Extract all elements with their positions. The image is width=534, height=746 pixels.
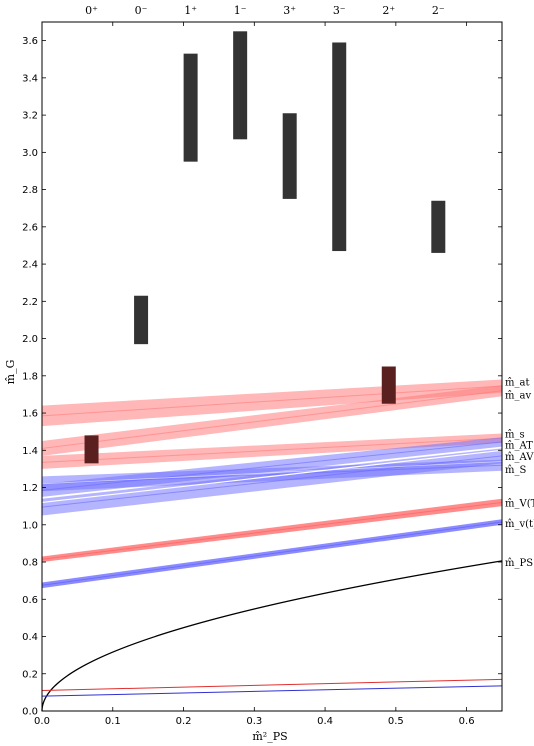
band-center-2 <box>41 437 503 463</box>
y-tick-label-8: 1.6 <box>22 409 38 420</box>
glueball-box-6 <box>381 366 396 404</box>
channel-label-4: 3⁺ <box>283 4 296 17</box>
y-tick-label-15: 3.0 <box>22 148 38 159</box>
y-tick-label-4: 0.8 <box>22 558 38 569</box>
series-label-3: m̂_AT <box>505 441 533 452</box>
lines-layer <box>41 560 503 712</box>
series-label-6: m̂_V(T <box>505 498 534 509</box>
channel-label-3: 1⁻ <box>234 4 247 17</box>
series-label-4: m̂_AV <box>505 452 534 463</box>
series-label-7: m̂_v(t) <box>505 519 534 530</box>
y-tick-label-12: 2.4 <box>22 260 38 271</box>
x-tick-label-2: 0.2 <box>176 716 192 727</box>
y-tick-label-17: 3.4 <box>22 73 38 84</box>
band-center-5 <box>41 464 503 485</box>
glueball-box-0 <box>84 435 99 464</box>
channel-label-6: 2⁺ <box>382 4 395 17</box>
x-tick-label-6: 0.6 <box>459 716 475 727</box>
x-axis-label: m̂²_PS <box>252 730 287 743</box>
channel-label-7: 2⁻ <box>432 4 445 17</box>
band-5 <box>42 459 502 492</box>
line-1 <box>41 678 503 692</box>
band-divider-av <box>41 449 503 504</box>
y-tick-label-0: 0.0 <box>22 707 38 718</box>
y-tick-label-7: 1.4 <box>22 446 38 457</box>
glueball-box-4 <box>282 113 297 199</box>
series-label-8: m̂_PS <box>505 558 533 569</box>
series-label-1: m̂_av <box>505 390 531 401</box>
glueball-box-5 <box>332 42 347 252</box>
band-center-6 <box>41 501 503 560</box>
glueball-box-1 <box>134 295 149 345</box>
top-channel-labels: 0⁺ 0⁻ 1⁺ 1⁻ 3⁺ 3⁻ 2⁺ 2⁻ <box>85 4 445 17</box>
axes-layer: 0.0 0.1 0.2 0.3 0.4 0.5 0.6 0.0 0.2 0.4 0.6 0.8 1.0 1… <box>22 21 503 727</box>
glueball-boxes-layer <box>84 31 446 464</box>
plot-frame <box>41 21 503 712</box>
band-center-7 <box>41 521 503 586</box>
series-label-0: m̂_at <box>505 377 529 388</box>
glueball-box-7 <box>431 200 446 253</box>
y-tick-label-2: 0.4 <box>22 632 38 643</box>
y-tick-label-11: 2.2 <box>22 297 38 308</box>
band-divider-s <box>41 461 503 485</box>
y-tick-label-9: 1.8 <box>22 371 38 382</box>
y-tick-label-10: 2.0 <box>22 334 38 345</box>
y-tick-label-18: 3.6 <box>22 36 38 47</box>
y-tick-label-16: 3.2 <box>22 111 38 122</box>
y-tick-label-14: 2.8 <box>22 185 38 196</box>
x-tick-label-3: 0.3 <box>246 716 262 727</box>
y-tick-label-5: 1.0 <box>22 520 38 531</box>
y-tick-label-6: 1.2 <box>22 483 38 494</box>
band-2 <box>42 433 502 469</box>
channel-label-1: 0⁻ <box>135 4 148 17</box>
x-tick-label-5: 0.5 <box>388 716 404 727</box>
channel-label-2: 1⁺ <box>184 4 197 17</box>
y-axis-label: m̂_G <box>4 360 17 385</box>
glueball-box-2 <box>183 53 198 162</box>
glueball-box-3 <box>233 31 248 140</box>
bands-layer <box>41 379 503 589</box>
y-tick-label-13: 2.6 <box>22 222 38 233</box>
x-tick-label-4: 0.4 <box>317 716 333 727</box>
series-label-5: m̂_S <box>505 465 526 476</box>
series-label-2: m̂_s <box>505 430 525 441</box>
channel-label-0: 0⁺ <box>85 4 98 17</box>
right-series-labels: m̂_at m̂_av m̂_sm̂_ATm̂_AV m̂_S m̂_V(T m̂_v(t… <box>505 377 534 569</box>
line-0 <box>41 560 503 712</box>
band-center-1 <box>41 390 503 449</box>
y-tick-label-3: 0.6 <box>22 595 38 606</box>
y-tick-label-1: 0.2 <box>22 669 38 680</box>
channel-label-5: 3⁻ <box>333 4 346 17</box>
band-center-0 <box>41 385 503 417</box>
x-tick-label-1: 0.1 <box>105 716 121 727</box>
line-2 <box>41 685 503 697</box>
x-tick-label-0: 0.0 <box>34 716 50 727</box>
